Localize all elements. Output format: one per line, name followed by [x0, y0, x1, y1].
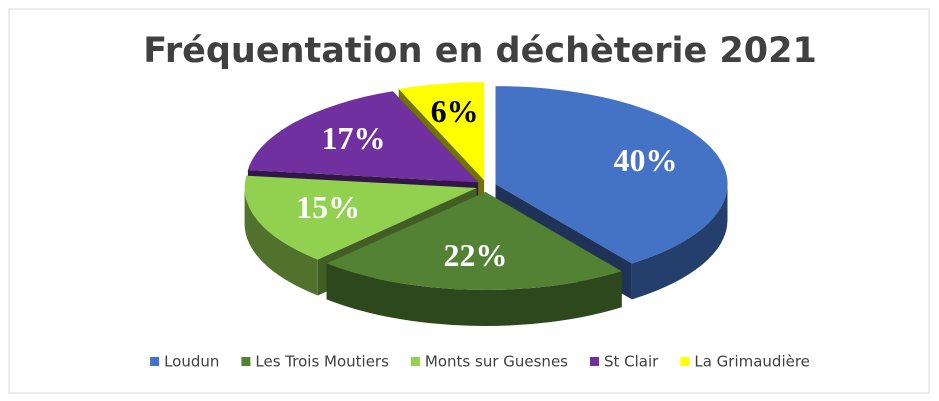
legend: Loudun Les Trois Moutiers Monts sur Guesne…	[150, 353, 810, 371]
legend-label: St Clair	[604, 353, 659, 371]
slice	[244, 175, 477, 260]
legend-swatch	[589, 357, 599, 366]
legend-swatch	[241, 357, 251, 366]
slice-side	[244, 188, 318, 296]
legend-swatch	[410, 357, 420, 366]
slice	[247, 91, 479, 183]
legend-swatch	[150, 357, 160, 366]
slice	[326, 191, 622, 290]
legend-label: Les Trois Moutiers	[255, 353, 389, 371]
pie-labels: 40% 22% 15% 17% 6%	[296, 93, 677, 273]
legend-label: Monts sur Guesnes	[425, 353, 568, 371]
data-label: 40%	[614, 142, 678, 178]
legend-label: Loudun	[164, 353, 219, 371]
data-label: 6%	[431, 93, 479, 129]
data-label: 22%	[443, 237, 507, 273]
slice	[398, 82, 485, 181]
data-label: 17%	[321, 120, 385, 156]
slice-side	[631, 184, 728, 300]
slice	[495, 86, 728, 264]
chart-title: Fréquentation en déchèterie 2021	[143, 31, 817, 71]
legend-swatch	[680, 357, 690, 366]
slice-side	[326, 263, 622, 326]
pie-tops	[244, 82, 728, 290]
data-label: 15%	[296, 189, 360, 225]
legend-label: La Grimaudière	[694, 353, 810, 371]
